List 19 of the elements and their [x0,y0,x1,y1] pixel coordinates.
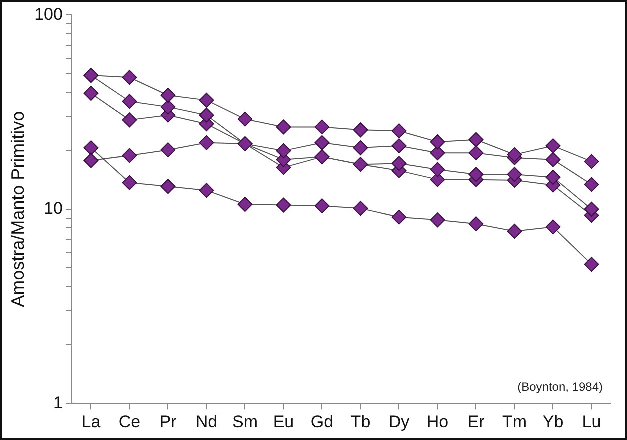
x-tick-label: Tm [502,412,528,432]
x-tick-label: Dy [388,412,410,432]
x-tick-label: Ho [426,412,449,432]
x-tick-label: Nd [196,412,218,432]
x-tick-label: Eu [273,412,294,432]
x-tick-label: Ce [118,412,141,432]
y-axis-title: Amostra/Manto Primitivo [8,111,28,308]
x-tick-label: Yb [542,412,564,432]
x-tick-label: La [82,412,102,432]
y-tick-label: 10 [44,199,63,218]
x-tick-label: Gd [310,412,334,432]
x-tick-label: Sm [232,412,258,432]
y-tick-label: 1 [53,393,63,412]
x-tick-label: Er [468,412,486,432]
annotation: (Boynton, 1984) [518,380,603,394]
x-tick-label: Pr [160,412,178,432]
x-tick-label: Lu [582,412,602,432]
x-tick-label: Tb [350,412,371,432]
y-tick-label: 100 [34,4,63,24]
